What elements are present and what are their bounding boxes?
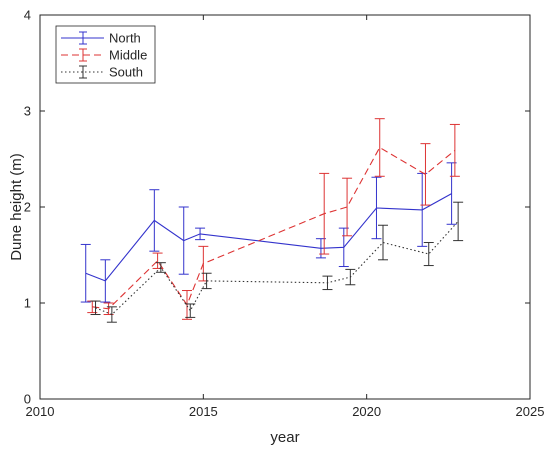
error-bar (195, 227, 206, 241)
y-tick-label: 3 (24, 104, 31, 119)
y-tick-label: 0 (24, 392, 31, 407)
series-middle (87, 118, 460, 320)
error-bar (453, 201, 464, 242)
error-bar (423, 242, 434, 267)
error-bar (80, 243, 91, 303)
error-bar (378, 224, 388, 261)
legend-label: Middle (109, 48, 147, 63)
x-axis-label: year (270, 429, 299, 446)
series-line (95, 221, 459, 316)
legend: North Middle South (55, 25, 156, 84)
series-line (92, 146, 456, 310)
legend-item-south: South (61, 65, 143, 80)
legend-label: North (109, 31, 141, 46)
error-bar (155, 262, 166, 273)
error-bar (201, 272, 212, 290)
y-tick-label: 4 (24, 8, 31, 23)
legend-item-middle: Middle (61, 48, 147, 63)
series-north (80, 162, 457, 303)
legend-item-north: North (61, 31, 141, 46)
error-bar (149, 189, 160, 252)
error-bar (319, 172, 330, 255)
error-bar (345, 268, 356, 286)
legend-items: North Middle South (61, 31, 147, 80)
legend-label: South (109, 65, 143, 80)
error-bar (374, 118, 385, 177)
error-bar (100, 259, 111, 303)
error-bar (371, 176, 382, 240)
series-south (90, 201, 464, 323)
error-bar (182, 290, 192, 320)
error-bar (322, 275, 333, 291)
series-line (85, 193, 452, 282)
error-bar (178, 206, 189, 275)
error-bar (342, 177, 353, 237)
error-bar (90, 300, 101, 316)
axis-ticks: 2010 2015 2020 2025 0 1 2 3 4 (24, 8, 545, 420)
x-tick-label: 2025 (516, 404, 545, 419)
x-tick-label: 2020 (352, 404, 381, 419)
error-bar (420, 143, 431, 206)
x-tick-label: 2010 (26, 404, 55, 419)
y-axis-label: Dune height (m) (8, 153, 25, 261)
series-layer (80, 118, 464, 323)
x-tick-label: 2015 (189, 404, 218, 419)
y-tick-label: 1 (24, 296, 31, 311)
error-bar (449, 123, 460, 177)
error-bar (106, 306, 117, 323)
error-bar (185, 303, 196, 318)
y-tick-label: 2 (24, 200, 31, 215)
